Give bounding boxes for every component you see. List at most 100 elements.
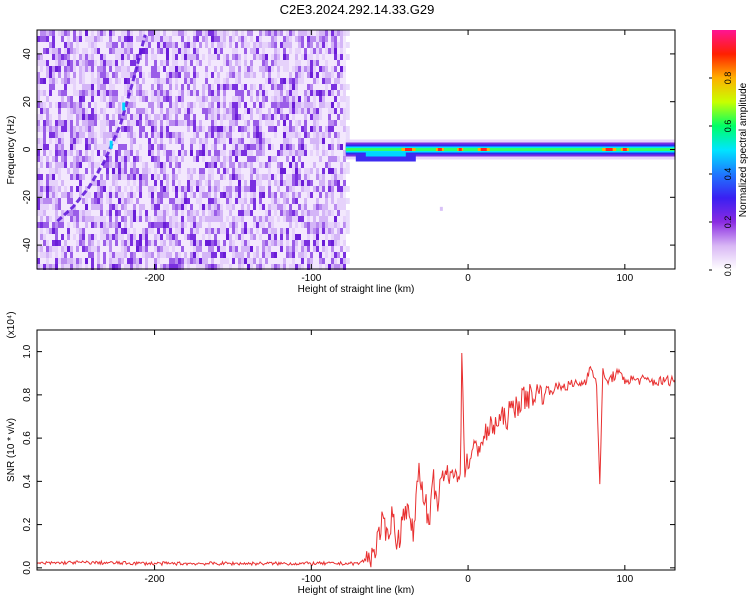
heatmap-cell bbox=[112, 102, 115, 108]
heatmap-cell bbox=[295, 180, 298, 186]
heatmap-cell bbox=[67, 216, 70, 222]
heatmap-cell bbox=[142, 156, 145, 162]
heatmap-cell bbox=[88, 72, 91, 78]
heatmap-cell bbox=[163, 114, 166, 120]
heatmap-cell bbox=[283, 108, 286, 114]
heatmap-cell bbox=[301, 222, 304, 228]
heatmap-cell bbox=[301, 180, 304, 186]
heatmap-cell bbox=[154, 252, 157, 258]
heatmap-cell bbox=[157, 240, 160, 246]
heatmap-cell bbox=[256, 216, 259, 222]
heatmap-cell bbox=[232, 168, 235, 174]
heatmap-cell bbox=[202, 180, 205, 186]
heatmap-cell bbox=[37, 78, 40, 84]
heatmap-cell bbox=[208, 102, 211, 108]
heatmap-cell bbox=[328, 108, 331, 114]
heatmap-cell bbox=[280, 174, 283, 180]
heatmap-cell bbox=[145, 96, 148, 102]
heatmap-cell bbox=[286, 150, 289, 156]
heatmap-cell bbox=[277, 102, 280, 108]
heatmap-cell bbox=[169, 198, 172, 204]
heatmap-cell bbox=[148, 48, 151, 54]
heatmap-cell bbox=[199, 216, 202, 222]
heatmap-cell bbox=[169, 66, 172, 72]
heatmap-cell bbox=[304, 54, 307, 60]
heatmap-cell bbox=[178, 42, 181, 48]
heatmap-cell bbox=[304, 132, 307, 138]
heatmap-cell bbox=[61, 228, 64, 234]
heatmap-cell bbox=[244, 114, 247, 120]
heatmap-cell bbox=[118, 138, 121, 144]
heatmap-cell bbox=[58, 114, 61, 120]
heatmap-cell bbox=[187, 168, 190, 174]
heatmap-cell bbox=[244, 138, 247, 144]
heatmap-cell bbox=[157, 30, 160, 36]
heatmap-cell bbox=[43, 72, 46, 78]
heatmap-cell bbox=[46, 162, 49, 168]
heatmap-cell bbox=[313, 168, 316, 174]
heatmap-cell bbox=[232, 174, 235, 180]
heatmap-cell bbox=[70, 72, 73, 78]
heatmap-cell bbox=[190, 240, 193, 246]
heatmap-cell bbox=[298, 120, 301, 126]
heatmap-cell bbox=[220, 156, 223, 162]
heatmap-cell bbox=[190, 234, 193, 240]
heatmap-cell bbox=[64, 120, 67, 126]
heatmap-cell bbox=[298, 252, 301, 258]
heatmap-cell bbox=[205, 192, 208, 198]
heatmap-cell bbox=[232, 108, 235, 114]
heatmap-cell bbox=[46, 114, 49, 120]
heatmap-cell bbox=[67, 252, 70, 258]
heatmap-cell bbox=[46, 252, 49, 258]
heatmap-cell bbox=[112, 30, 115, 36]
heatmap-cell bbox=[73, 60, 76, 66]
heatmap-cell bbox=[142, 222, 145, 228]
heatmap-cell bbox=[94, 228, 97, 234]
heatmap-cell bbox=[238, 156, 241, 162]
heatmap-cell bbox=[166, 36, 169, 42]
heatmap-cell bbox=[187, 108, 190, 114]
heatmap-cell bbox=[172, 36, 175, 42]
heatmap-cell bbox=[61, 108, 64, 114]
heatmap-cell bbox=[250, 264, 253, 270]
heatmap-cell bbox=[64, 84, 67, 90]
heatmap-cell bbox=[124, 186, 127, 192]
heatmap-cell bbox=[121, 72, 124, 78]
heatmap-cell bbox=[112, 186, 115, 192]
heatmap-cell bbox=[52, 186, 55, 192]
heatmap-cell bbox=[115, 30, 118, 36]
heatmap-cell bbox=[229, 36, 232, 42]
heatmap-cell bbox=[250, 234, 253, 240]
heatmap-cell bbox=[172, 246, 175, 252]
heatmap-cell bbox=[265, 108, 268, 114]
heatmap-cell bbox=[88, 264, 91, 270]
heatmap-cell bbox=[217, 186, 220, 192]
heatmap-cell bbox=[343, 90, 346, 96]
heatmap-cell bbox=[229, 258, 232, 264]
heatmap-cell bbox=[178, 240, 181, 246]
heatmap-cell bbox=[85, 252, 88, 258]
heatmap-cell bbox=[262, 78, 265, 84]
heatmap-cell bbox=[154, 66, 157, 72]
heatmap-cell bbox=[331, 42, 334, 48]
heatmap-cell bbox=[343, 54, 346, 60]
heatmap-cell bbox=[208, 114, 211, 120]
heatmap-cell bbox=[256, 228, 259, 234]
heatmap-cell bbox=[322, 78, 325, 84]
heatmap-cell bbox=[268, 144, 271, 150]
heatmap-cell bbox=[139, 216, 142, 222]
heatmap-cell bbox=[211, 54, 214, 60]
heatmap-cell bbox=[121, 204, 124, 210]
heatmap-cell bbox=[202, 108, 205, 114]
heatmap-cell bbox=[196, 60, 199, 66]
heatmap-cell bbox=[190, 108, 193, 114]
heatmap-cell bbox=[205, 240, 208, 246]
heatmap-cell bbox=[91, 258, 94, 264]
heatmap-cell bbox=[223, 198, 226, 204]
heatmap-cell bbox=[238, 138, 241, 144]
heatmap-cell bbox=[247, 72, 250, 78]
heatmap-cell bbox=[199, 54, 202, 60]
heatmap-cell bbox=[289, 168, 292, 174]
heatmap-cell bbox=[193, 42, 196, 48]
